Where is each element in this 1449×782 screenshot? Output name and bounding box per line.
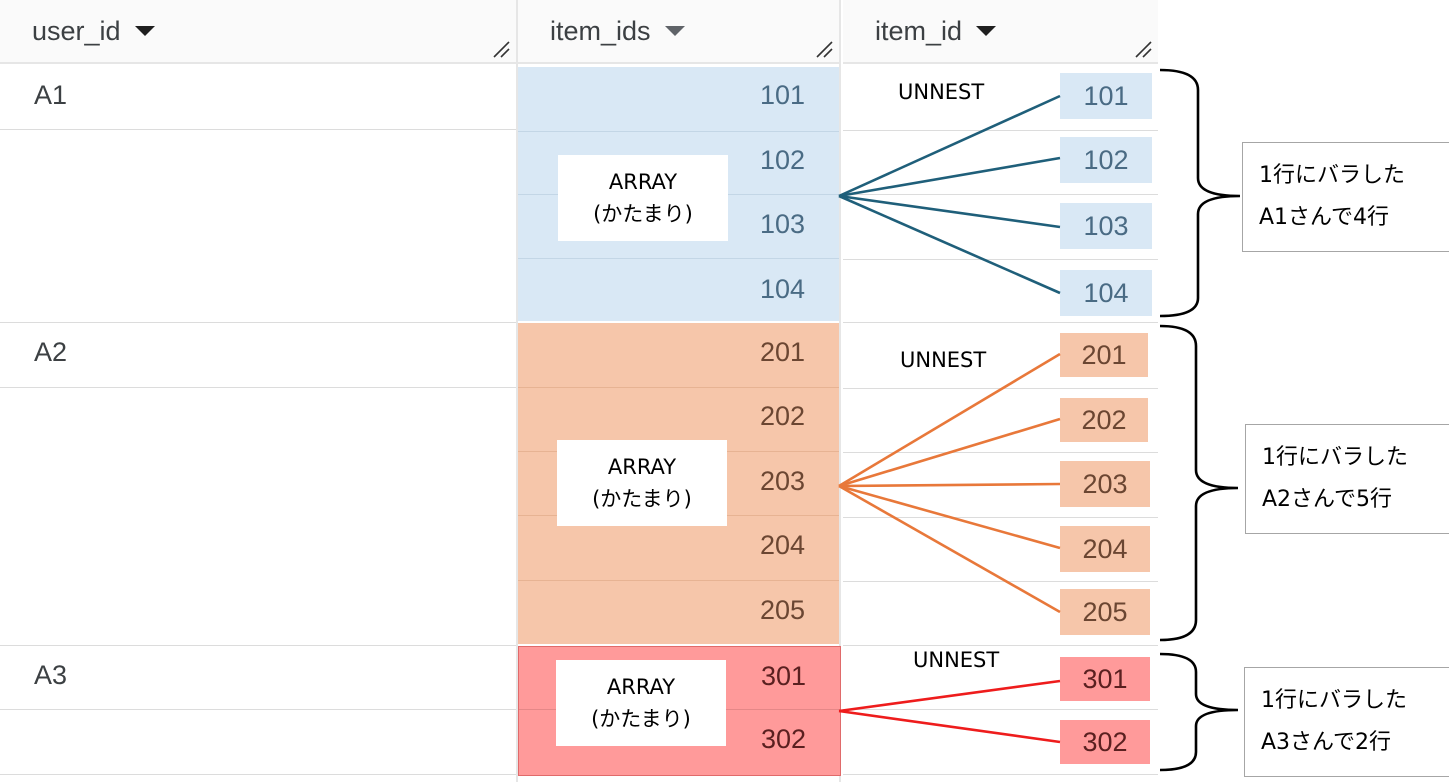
row-divider [518,580,839,581]
array-item: 203 [759,466,805,496]
row-divider [843,194,1158,195]
sort-caret-icon[interactable] [976,26,997,36]
column-header-user-id[interactable]: user_id [0,0,516,64]
row-divider [843,130,1158,131]
unnested-item: 102 [1060,137,1152,183]
user-id-cell: A1 [34,80,68,110]
column-divider [516,0,518,782]
unnested-item: 301 [1060,657,1150,701]
row-divider [0,774,516,775]
array-item: 101 [759,80,805,110]
row-divider [518,131,839,132]
row-divider [843,388,1158,389]
column-resize-icon[interactable] [492,40,510,58]
unnested-item: 104 [1060,270,1152,316]
array-item: 202 [759,401,805,431]
row-divider [0,645,516,646]
array-label-line: (かたまり) [592,487,692,511]
row-divider [0,129,516,130]
row-divider [518,387,839,388]
note-a1: 1行にバラした A1さんで4行 [1242,142,1449,252]
array-item: 103 [759,209,805,239]
column-header-label: user_id [32,15,121,46]
row-divider [0,387,516,388]
array-label-line: ARRAY [607,455,677,479]
column-header-label: item_id [875,15,963,46]
unnest-label: UNNEST [900,348,987,372]
user-id-cell: A2 [34,337,68,367]
row-divider [843,774,1158,775]
column-resize-icon[interactable] [1134,40,1152,58]
unnest-label: UNNEST [898,80,985,104]
sort-caret-icon[interactable] [134,26,155,36]
user-id-cell: A3 [34,660,68,690]
unnested-item: 103 [1060,203,1152,249]
array-label-line: (かたまり) [591,707,691,731]
row-divider [0,322,516,323]
note-a2: 1行にバラした A2さんで5行 [1245,424,1449,534]
array-label-a1: ARRAY (かたまり) [558,155,728,241]
sort-caret-icon[interactable] [664,26,685,36]
array-label-line: ARRAY [606,675,676,699]
row-divider [843,322,1158,323]
note-line: 1行にバラした [1259,163,1405,188]
row-divider [0,709,516,710]
unnest-label: UNNEST [913,648,1000,672]
row-divider [843,259,1158,260]
row-divider [843,645,1158,646]
note-a3: 1行にバラした A3さんで2行 [1244,667,1449,777]
unnested-item: 204 [1060,526,1150,572]
unnested-item: 205 [1060,589,1150,635]
row-divider [518,258,839,259]
array-item: 302 [760,724,806,754]
braces [1159,68,1241,772]
unnested-item: 101 [1060,73,1152,119]
array-label-line: ARRAY [608,170,678,194]
row-divider [843,452,1158,453]
array-item: 201 [759,337,805,367]
array-label-a3: ARRAY (かたまり) [556,660,726,746]
array-item: 204 [759,530,805,560]
row-divider [843,517,1158,518]
note-line: A2さんで5行 [1262,487,1392,512]
row-divider [843,581,1158,582]
row-divider [843,709,1158,710]
array-item: 104 [759,274,805,304]
note-line: A3さんで2行 [1261,730,1391,755]
unnested-item: 302 [1060,720,1150,764]
array-label-line: (かたまり) [593,202,693,226]
column-header-item-id[interactable]: item_id [843,0,1158,64]
column-header-label: item_ids [550,15,651,46]
array-item: 205 [759,595,805,625]
array-item: 301 [760,661,806,691]
array-label-a2: ARRAY (かたまり) [557,440,727,526]
array-item: 102 [759,145,805,175]
note-line: A1さんで4行 [1259,205,1389,230]
note-line: 1行にバラした [1261,688,1407,713]
unnested-item: 202 [1060,398,1148,442]
unnested-item: 203 [1060,461,1150,507]
column-resize-icon[interactable] [815,40,833,58]
note-line: 1行にバラした [1262,445,1408,470]
column-header-item-ids[interactable]: item_ids [518,0,839,64]
unnested-item: 201 [1060,333,1148,377]
